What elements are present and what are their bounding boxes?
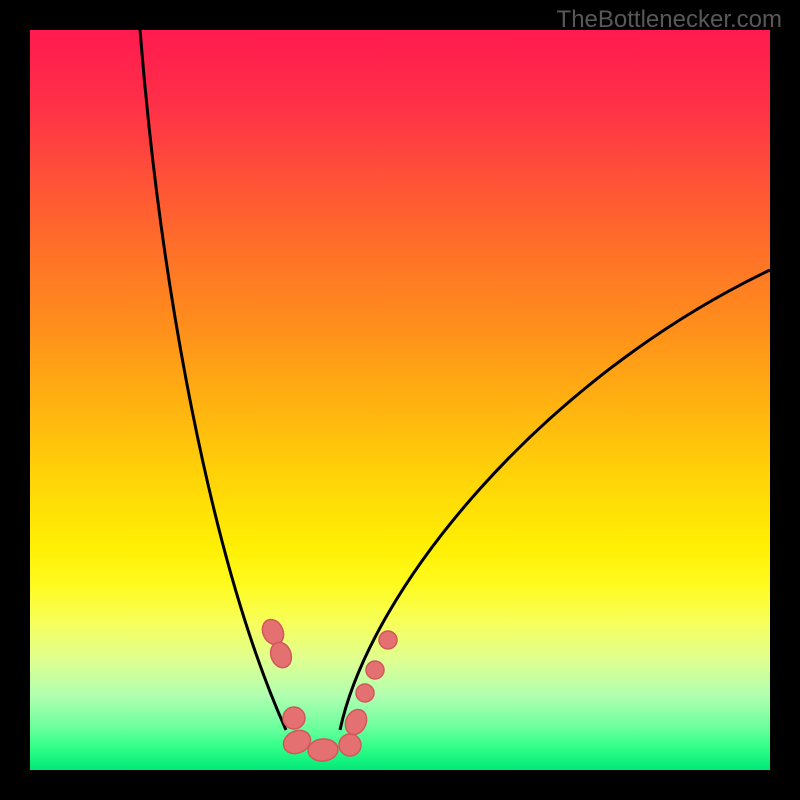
marker-point — [356, 684, 374, 702]
gradient-background — [30, 30, 770, 770]
marker-point — [366, 661, 384, 679]
chart-container: TheBottlenecker.com — [0, 0, 800, 800]
plot-svg — [30, 30, 770, 770]
marker-point — [339, 734, 361, 756]
plot-area — [30, 30, 770, 770]
watermark-text: TheBottlenecker.com — [557, 6, 782, 34]
marker-point — [283, 707, 305, 729]
marker-point — [379, 631, 397, 649]
